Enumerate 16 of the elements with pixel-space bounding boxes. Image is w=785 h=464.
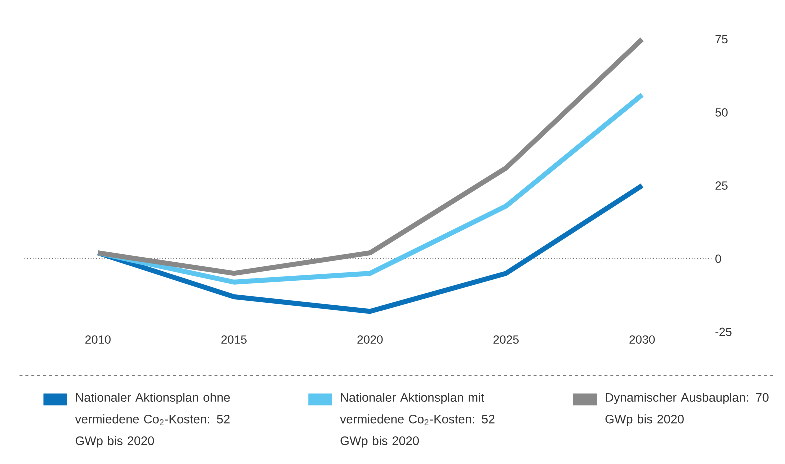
y-tick-label: -25 (716, 328, 732, 336)
y-tick-label: 25 (716, 182, 728, 190)
x-tick-label: 2030 (630, 336, 655, 344)
line-series (96, 37, 645, 276)
y-tick-label: 50 (716, 108, 728, 118)
x-tick-label: 2015 (222, 336, 247, 344)
line-series (96, 184, 645, 314)
x-tick-label: 2020 (358, 336, 383, 344)
text: Nationaler Aktionsplan ohne vermiedene Co$_{2}$-Kosten: 52 GWp bis 2020 (75, 393, 230, 448)
x-tick-label: 2010 (86, 336, 111, 344)
y-tick-label: 75 (716, 36, 728, 44)
legend-label: Dynamischer Ausbauplan: 70 GWp bis 2020 (606, 393, 769, 426)
text: Nationaler Aktionsplan mit vermiedene Co$_{2}$-Kosten: 52 GWp bis 2020 (340, 393, 495, 448)
line-series (96, 92, 645, 286)
x-tick-label: 2025 (494, 336, 519, 344)
y-tick-label: 0 (716, 254, 722, 264)
